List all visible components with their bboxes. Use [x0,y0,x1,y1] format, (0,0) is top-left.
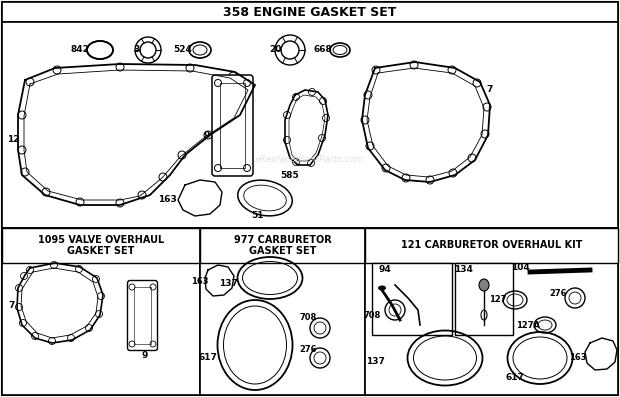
Text: 12: 12 [7,135,19,145]
Bar [2,228,200,263]
Text: 163: 163 [157,195,176,204]
Ellipse shape [378,285,386,291]
Text: 977 CARBURETOR
GASKET SET: 977 CARBURETOR GASKET SET [234,235,331,256]
Text: 708: 708 [299,314,317,322]
Text: 137: 137 [219,279,237,287]
Text: 9: 9 [141,351,148,360]
Bar [2,2,618,22]
Bar [365,228,618,395]
Bar [2,22,618,228]
Bar [200,228,365,263]
Bar [200,228,365,395]
Text: 3: 3 [133,46,139,54]
Text: 163: 163 [191,276,209,285]
Text: 104: 104 [511,264,529,272]
Bar [2,228,200,395]
Bar [220,83,245,168]
FancyBboxPatch shape [212,75,253,176]
Text: 121 CARBURETOR OVERHAUL KIT: 121 CARBURETOR OVERHAUL KIT [401,241,582,251]
Text: 127: 127 [489,295,507,304]
FancyBboxPatch shape [128,281,157,351]
Text: 708: 708 [363,312,381,320]
Bar [365,228,618,263]
Bar [372,263,452,335]
Bar [455,263,513,335]
Text: 163: 163 [569,353,587,362]
Text: 276: 276 [299,345,317,353]
Text: 127A: 127A [516,320,540,330]
Text: 617: 617 [198,353,218,362]
Text: 668: 668 [314,46,332,54]
Text: 524: 524 [174,46,192,54]
Text: 51: 51 [250,210,264,220]
Text: 20: 20 [269,46,281,54]
Text: 585: 585 [281,170,299,179]
Text: 137: 137 [366,358,384,366]
Text: 134: 134 [454,264,472,274]
Text: 842: 842 [71,46,89,54]
Text: 7: 7 [487,85,493,94]
Text: eReplacementParts.com: eReplacementParts.com [255,156,365,164]
Text: 94: 94 [379,264,391,274]
Text: 7: 7 [9,301,15,310]
Text: 276: 276 [549,289,567,299]
Bar [134,287,151,344]
Text: 9: 9 [204,131,210,140]
Text: 617: 617 [505,374,525,382]
Text: 358 ENGINE GASKET SET: 358 ENGINE GASKET SET [223,6,397,19]
Ellipse shape [479,279,489,291]
Text: 1095 VALVE OVERHAUL
GASKET SET: 1095 VALVE OVERHAUL GASKET SET [38,235,164,256]
